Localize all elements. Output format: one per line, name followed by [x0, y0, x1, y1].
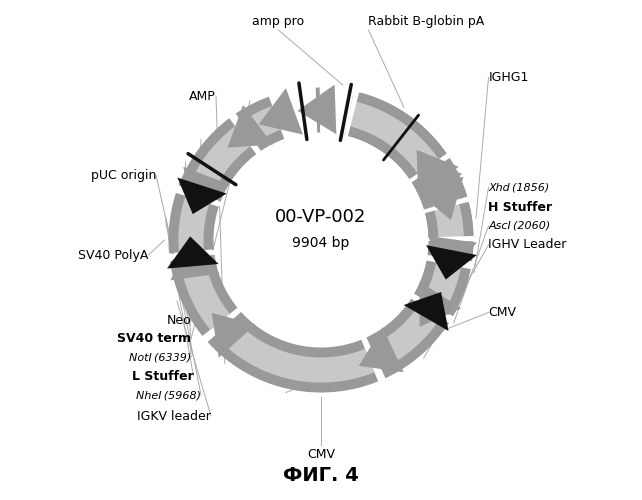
Polygon shape — [426, 245, 477, 280]
Polygon shape — [321, 88, 352, 135]
Polygon shape — [349, 92, 467, 208]
Polygon shape — [321, 98, 351, 125]
Polygon shape — [259, 88, 303, 134]
Polygon shape — [370, 304, 440, 369]
Polygon shape — [361, 336, 385, 383]
Polygon shape — [412, 159, 473, 236]
Polygon shape — [170, 255, 238, 336]
Polygon shape — [426, 236, 476, 242]
Polygon shape — [435, 206, 464, 260]
Polygon shape — [359, 328, 404, 372]
Polygon shape — [343, 88, 360, 138]
Polygon shape — [316, 88, 446, 178]
Text: CMV: CMV — [307, 448, 335, 460]
Text: H Stuffer: H Stuffer — [489, 201, 553, 214]
Text: L Stuffer: L Stuffer — [132, 370, 193, 382]
Polygon shape — [170, 240, 220, 281]
Polygon shape — [351, 102, 457, 206]
Polygon shape — [422, 196, 471, 214]
Polygon shape — [207, 312, 378, 392]
Polygon shape — [202, 307, 243, 342]
Text: SV40 term: SV40 term — [117, 332, 191, 345]
Text: AMP: AMP — [189, 90, 216, 102]
Text: CMV: CMV — [489, 306, 517, 319]
Polygon shape — [425, 203, 474, 261]
Text: Neo: Neo — [166, 314, 191, 328]
Polygon shape — [309, 85, 317, 136]
Polygon shape — [269, 92, 290, 141]
Text: Xhd (1856): Xhd (1856) — [489, 182, 550, 192]
Polygon shape — [297, 84, 336, 134]
Text: amp pro: amp pro — [252, 14, 304, 28]
Polygon shape — [404, 292, 449, 331]
Polygon shape — [178, 196, 209, 252]
Polygon shape — [180, 256, 230, 330]
Polygon shape — [414, 260, 471, 316]
Polygon shape — [410, 294, 455, 324]
Text: AscI (2060): AscI (2060) — [489, 221, 551, 231]
Text: 00-VP-002: 00-VP-002 — [275, 208, 367, 226]
Polygon shape — [424, 256, 474, 268]
Text: 9904 bp: 9904 bp — [292, 236, 350, 250]
Text: NotI (6339): NotI (6339) — [129, 352, 191, 362]
Text: IGKV leader: IGKV leader — [137, 410, 211, 422]
Polygon shape — [212, 313, 256, 358]
Polygon shape — [167, 250, 217, 260]
Text: IGHV Leader: IGHV Leader — [489, 238, 567, 252]
Polygon shape — [228, 105, 273, 148]
Polygon shape — [420, 282, 461, 327]
Polygon shape — [177, 178, 227, 214]
Polygon shape — [184, 167, 230, 211]
Polygon shape — [367, 298, 449, 378]
Polygon shape — [421, 155, 462, 200]
Polygon shape — [241, 106, 281, 142]
Polygon shape — [417, 150, 458, 195]
Polygon shape — [428, 236, 477, 277]
Polygon shape — [422, 262, 461, 312]
Text: SV40 PolyA: SV40 PolyA — [78, 248, 148, 262]
Polygon shape — [236, 96, 284, 151]
Polygon shape — [421, 164, 464, 236]
Polygon shape — [416, 176, 464, 220]
Polygon shape — [408, 152, 452, 184]
Polygon shape — [178, 118, 256, 202]
Text: IGHG1: IGHG1 — [489, 71, 529, 84]
Polygon shape — [316, 98, 438, 172]
Polygon shape — [188, 126, 250, 198]
Polygon shape — [215, 318, 374, 382]
Polygon shape — [229, 112, 261, 156]
Polygon shape — [167, 236, 218, 268]
Text: Rabbit B-globin pA: Rabbit B-globin pA — [369, 14, 485, 28]
Polygon shape — [168, 193, 219, 254]
Text: NheI (5968): NheI (5968) — [136, 390, 201, 400]
Polygon shape — [320, 85, 354, 138]
Text: pUC origin: pUC origin — [91, 168, 156, 181]
Text: ФИГ. 4: ФИГ. 4 — [283, 466, 359, 485]
Polygon shape — [174, 186, 223, 206]
